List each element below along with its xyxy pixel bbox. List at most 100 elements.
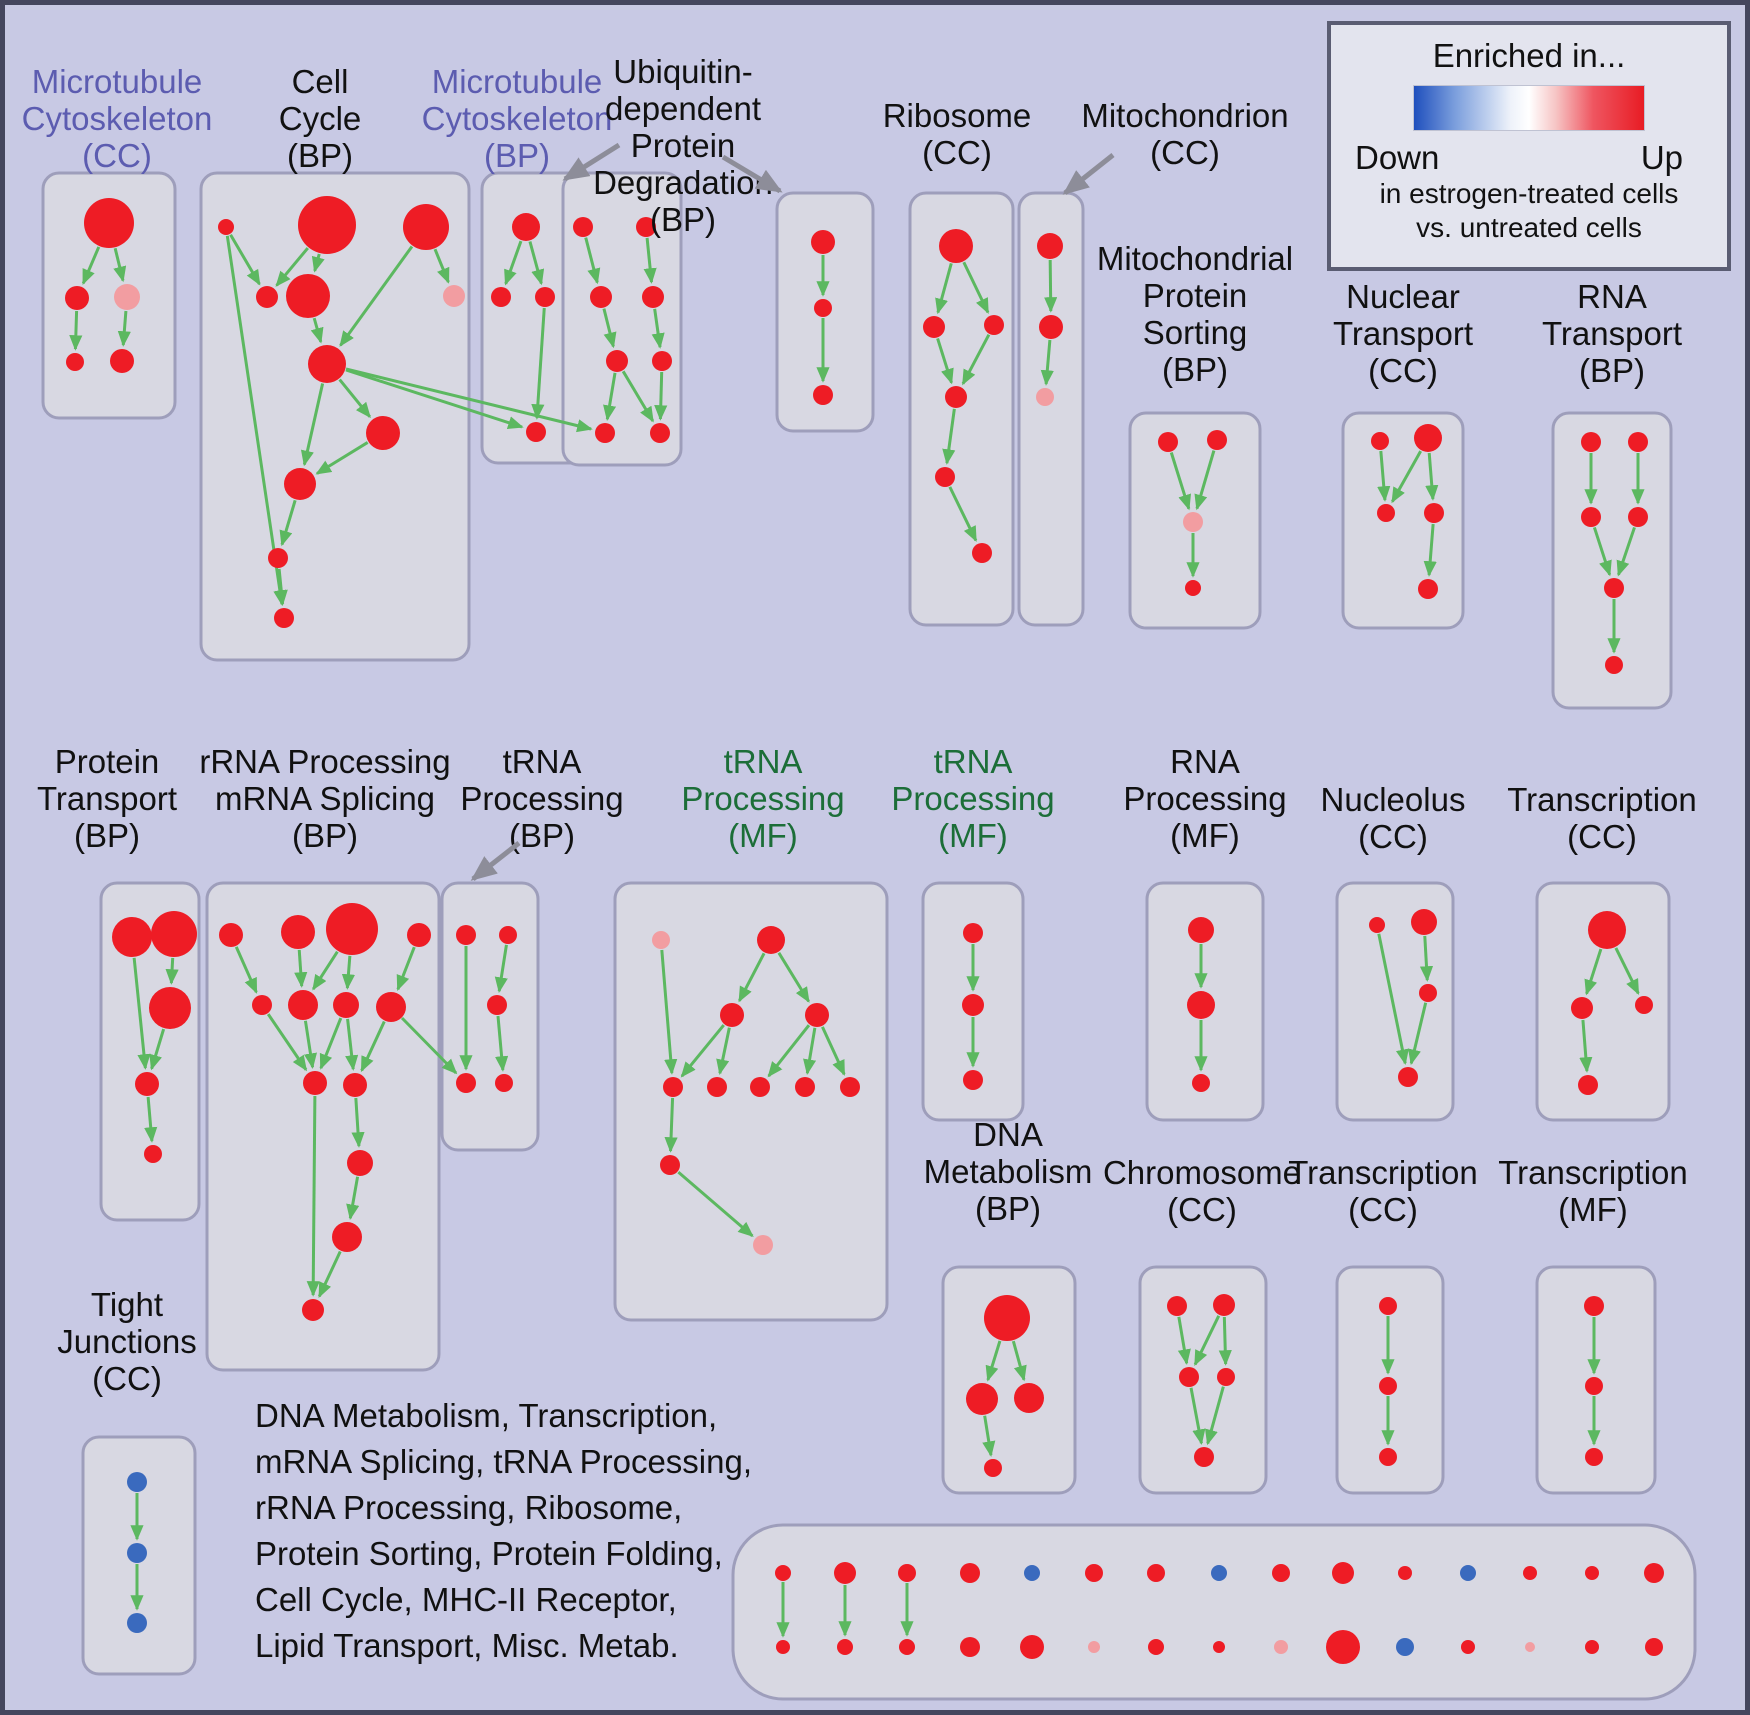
graph-node <box>1645 1638 1663 1656</box>
graph-edge <box>165 957 179 985</box>
cross-box-edge <box>400 1016 458 1075</box>
graph-node <box>1461 1640 1475 1654</box>
graph-edge <box>1579 1019 1593 1073</box>
graph-edge <box>1205 1386 1225 1446</box>
graph-edge <box>504 240 523 286</box>
go-group-chromosome-cc: Chromosome (CC) <box>1103 1154 1301 1495</box>
graph-edge <box>306 1095 320 1297</box>
graph-node <box>966 1383 998 1415</box>
graph-node <box>805 1003 829 1027</box>
legend-subtitle-1: in estrogen-treated cells <box>1379 178 1679 209</box>
graph-node <box>1167 1296 1187 1316</box>
legend-down-label: Down <box>1355 139 1440 176</box>
graph-node <box>114 284 140 310</box>
graph-node <box>1188 917 1214 943</box>
graph-edge <box>643 237 657 284</box>
graph-edge <box>677 1171 754 1238</box>
graph-node <box>1398 1067 1418 1087</box>
graph-edge <box>1408 1002 1428 1066</box>
graph-edge <box>113 247 127 283</box>
cross-box-edge <box>345 367 593 433</box>
group-label: Nuclear Transport (CC) <box>1333 278 1473 389</box>
graph-edge <box>433 248 450 284</box>
graph-edge <box>311 253 325 273</box>
go-group-transcription-cc-lower: Transcription (CC) <box>1288 1154 1478 1495</box>
go-group-mitochondrial-protein-sorting-bp: Mitochondrial Protein Sorting (BP) <box>1097 240 1293 630</box>
graph-node <box>326 903 378 955</box>
graph-node <box>935 467 955 487</box>
group-label: Ribosome (CC) <box>883 97 1032 171</box>
group-label: tRNA Processing (BP) <box>460 743 623 854</box>
group-box <box>440 881 540 1152</box>
graph-edge <box>1377 933 1409 1066</box>
group-box <box>1551 411 1673 710</box>
graph-node <box>1525 1642 1535 1652</box>
group-box <box>561 171 683 467</box>
group-label: tRNA Processing (MF) <box>681 743 844 854</box>
group-label: Chromosome (CC) <box>1103 1154 1301 1228</box>
go-group-microtubule-cytoskeleton-cc: Microtubule Cytoskeleton (CC) <box>22 63 212 420</box>
go-group-protein-transport-bp: Protein Transport (BP) <box>37 743 201 1222</box>
misc-cluster-label: DNA Metabolism, Transcription, mRNA Splic… <box>255 1393 752 1669</box>
graph-node <box>1217 1368 1235 1386</box>
graph-node <box>795 1077 815 1097</box>
graph-node <box>707 1077 727 1097</box>
graph-node <box>1213 1294 1235 1316</box>
go-group-rrna-processing-mrna-splicing-bp: rRNA Processing mRNA Splicing (BP) <box>199 743 451 1372</box>
graph-node <box>1377 504 1395 522</box>
graph-node <box>308 345 346 383</box>
graph-node <box>284 468 316 500</box>
graph-edge <box>279 499 297 547</box>
graph-node <box>1179 1367 1199 1387</box>
group-box <box>613 881 889 1322</box>
legend-subtitle-2: vs. untreated cells <box>1416 212 1642 243</box>
graph-edge <box>602 308 617 349</box>
graph-node <box>495 1074 513 1092</box>
graph-edge <box>584 237 601 285</box>
graph-node <box>1085 1564 1103 1582</box>
graph-node <box>343 1073 367 1097</box>
graph-edge <box>803 1027 817 1075</box>
graph-edge <box>312 950 339 991</box>
graph-node <box>984 315 1004 335</box>
graph-edge <box>935 262 953 315</box>
graph-node <box>775 1565 791 1581</box>
label-pointer-arrow <box>562 142 621 182</box>
go-group-dna-metabolism-bp: DNA Metabolism (BP) <box>924 1116 1092 1495</box>
graph-node <box>1605 656 1623 674</box>
graph-node <box>1635 996 1653 1014</box>
legend-gradient-bar <box>1413 85 1645 131</box>
graph-node <box>144 1145 162 1163</box>
graph-node <box>1581 507 1601 527</box>
graph-edge <box>300 383 325 467</box>
graph-node <box>750 1077 770 1097</box>
go-group-rna-transport-bp: RNA Transport (BP) <box>1542 278 1682 710</box>
graph-edge <box>495 1015 509 1072</box>
graph-edge <box>1169 452 1192 511</box>
graph-edge <box>1423 523 1437 577</box>
graph-edge <box>961 334 991 386</box>
graph-edge <box>1377 450 1391 502</box>
graph-edge <box>982 1415 996 1457</box>
go-group-ubiquitin-dependent-protein-degradation-bp: Ubiquitin-dependent Protein Degradation (BP… <box>561 53 773 467</box>
graph-node <box>1147 1564 1165 1582</box>
graph-node <box>1036 388 1054 406</box>
graph-node <box>1418 579 1438 599</box>
graph-node <box>814 299 832 317</box>
graph-edge <box>303 1020 317 1069</box>
graph-edge <box>680 1024 725 1078</box>
graph-node <box>663 1077 683 1097</box>
graph-node <box>1148 1639 1164 1655</box>
graph-node <box>960 1637 980 1657</box>
graph-node <box>945 386 967 408</box>
graph-node <box>636 217 656 237</box>
graph-edge <box>1194 450 1216 511</box>
graph-edge <box>716 1027 731 1076</box>
misc-cluster-label-line: Lipid Transport, Misc. Metab. <box>255 1627 679 1664</box>
graph-node <box>1571 997 1593 1019</box>
graph-edge <box>1584 948 1603 996</box>
graph-edge <box>229 234 261 286</box>
legend-scale-labels: Down Up <box>1331 131 1727 177</box>
graph-edge <box>942 408 956 465</box>
graph-node <box>110 349 134 373</box>
